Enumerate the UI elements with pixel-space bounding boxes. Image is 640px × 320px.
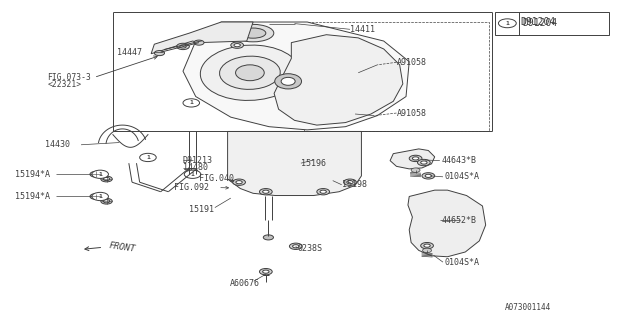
Text: 0104S*A: 0104S*A <box>444 258 479 267</box>
Circle shape <box>236 180 243 184</box>
Circle shape <box>231 42 244 48</box>
Circle shape <box>317 188 330 195</box>
Circle shape <box>425 174 431 178</box>
Circle shape <box>194 40 204 45</box>
Circle shape <box>92 192 108 201</box>
Text: 1: 1 <box>189 100 193 105</box>
Circle shape <box>412 157 419 160</box>
Bar <box>495 12 609 35</box>
Circle shape <box>347 180 353 184</box>
Circle shape <box>140 153 156 162</box>
Circle shape <box>103 200 109 203</box>
Text: A60676: A60676 <box>230 279 259 288</box>
Text: 14447: 14447 <box>117 48 142 57</box>
Ellipse shape <box>232 24 274 42</box>
Circle shape <box>259 188 272 195</box>
Circle shape <box>409 155 422 162</box>
Text: 15191: 15191 <box>189 205 214 214</box>
Circle shape <box>263 235 273 240</box>
Circle shape <box>420 243 433 249</box>
Text: A91058: A91058 <box>396 58 426 67</box>
Text: D91204: D91204 <box>521 17 556 27</box>
Circle shape <box>177 43 189 50</box>
Ellipse shape <box>241 28 266 38</box>
Polygon shape <box>183 22 409 130</box>
Text: FIG.092: FIG.092 <box>174 183 209 192</box>
Circle shape <box>154 51 164 56</box>
Circle shape <box>420 161 427 164</box>
Circle shape <box>320 190 326 193</box>
Circle shape <box>93 195 99 198</box>
Text: 14430: 14430 <box>45 140 70 149</box>
Text: 15196: 15196 <box>301 159 326 168</box>
Circle shape <box>183 99 200 107</box>
Circle shape <box>100 176 112 182</box>
Text: D91213: D91213 <box>183 156 213 164</box>
Text: 14480: 14480 <box>183 164 208 172</box>
Text: D91204: D91204 <box>523 18 558 28</box>
Circle shape <box>292 245 299 248</box>
Text: FRONT: FRONT <box>108 241 136 253</box>
Text: 1: 1 <box>146 155 150 160</box>
Circle shape <box>188 169 198 174</box>
Ellipse shape <box>200 45 300 100</box>
Text: FIG.073-3: FIG.073-3 <box>47 73 91 82</box>
Text: 15198: 15198 <box>342 180 367 189</box>
Text: 1: 1 <box>99 172 102 177</box>
Circle shape <box>262 190 269 193</box>
Text: A91058: A91058 <box>396 108 426 117</box>
Circle shape <box>103 178 109 180</box>
Circle shape <box>499 19 516 28</box>
Text: 44643*B: 44643*B <box>441 156 476 165</box>
Text: A073001144: A073001144 <box>505 303 551 312</box>
Circle shape <box>100 198 112 204</box>
Circle shape <box>90 172 101 177</box>
Circle shape <box>234 44 241 47</box>
Circle shape <box>93 173 99 176</box>
Text: <22321>: <22321> <box>47 80 81 89</box>
Text: 1: 1 <box>191 172 195 177</box>
Circle shape <box>422 173 435 179</box>
Text: FIG.040: FIG.040 <box>199 173 234 183</box>
Circle shape <box>344 179 356 185</box>
Ellipse shape <box>281 77 295 85</box>
Circle shape <box>233 179 246 185</box>
Text: 15194*A: 15194*A <box>15 170 51 179</box>
Circle shape <box>424 244 430 247</box>
Polygon shape <box>151 22 253 54</box>
Circle shape <box>259 268 272 275</box>
Polygon shape <box>274 35 403 125</box>
Text: 14411: 14411 <box>350 25 375 34</box>
Ellipse shape <box>220 56 280 89</box>
Polygon shape <box>408 190 486 257</box>
Circle shape <box>184 170 201 178</box>
Circle shape <box>180 45 186 48</box>
Circle shape <box>411 168 420 172</box>
Text: 0238S: 0238S <box>297 244 322 253</box>
Text: 1: 1 <box>506 21 509 26</box>
Polygon shape <box>390 149 435 169</box>
Text: 0104S*A: 0104S*A <box>444 172 479 181</box>
Circle shape <box>90 194 101 199</box>
Polygon shape <box>228 132 362 196</box>
Ellipse shape <box>275 74 301 89</box>
Circle shape <box>417 159 430 166</box>
Text: 44652*B: 44652*B <box>441 216 476 225</box>
Circle shape <box>262 270 269 273</box>
Circle shape <box>92 170 108 178</box>
Circle shape <box>422 248 431 252</box>
Text: 15194*A: 15194*A <box>15 192 51 201</box>
Ellipse shape <box>236 65 264 81</box>
Text: 1: 1 <box>99 194 102 199</box>
Circle shape <box>289 243 302 250</box>
